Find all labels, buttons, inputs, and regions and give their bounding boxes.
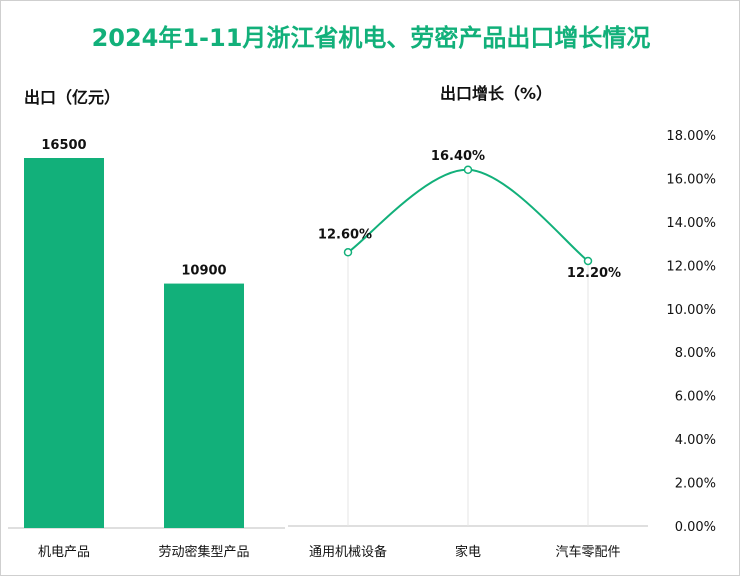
y-tick-label-0: 0.00% [675, 520, 716, 535]
y-tick-label-4: 8.00% [675, 346, 716, 361]
line-value-label-1: 16.40% [431, 149, 485, 164]
line-category-label-0: 通用机械设备 [309, 544, 387, 560]
line-point-1 [463, 165, 473, 175]
y-tick-label-9: 18.00% [666, 129, 716, 144]
bar-category-label-1: 劳动密集型产品 [158, 544, 249, 560]
line-point-0 [343, 248, 353, 257]
line-value-label-2: 12.20% [567, 266, 621, 281]
bar-category-label-0: 机电产品 [38, 545, 90, 560]
y-tick-label-6: 12.00% [666, 259, 716, 274]
y-tick-label-7: 14.00% [666, 216, 716, 231]
line-value-label-0: 12.60% [318, 227, 372, 242]
y-tick-label-2: 4.00% [675, 433, 716, 448]
y-tick-label-3: 6.00% [675, 390, 716, 405]
y-tick-label-5: 10.00% [666, 303, 716, 318]
line-point-2 [583, 256, 593, 266]
bar-value-label-0: 16500 [41, 138, 86, 153]
bar-0 [24, 158, 104, 528]
line-category-label-1: 家电 [455, 544, 481, 560]
right-chart-subtitle: 出口增长（%） [440, 84, 553, 103]
bar-value-label-1: 10900 [181, 264, 226, 279]
y-tick-label-8: 16.00% [666, 172, 716, 187]
line-chart: 0.00% 2.00% 4.00% 6.00% 8.00% 10.00% 12.00% 14.… [288, 129, 716, 560]
left-chart-subtitle: 出口（亿元） [24, 88, 121, 107]
line-category-label-2: 汽车零配件 [555, 544, 620, 560]
bar-1 [164, 283, 244, 528]
y-tick-label-1: 2.00% [675, 477, 716, 492]
chart-title: 2024年1-11月浙江省机电、劳密产品出口增长情况 [91, 24, 651, 52]
bar-chart: 16500 机电产品 10900 劳动密集型产品 [8, 138, 285, 560]
